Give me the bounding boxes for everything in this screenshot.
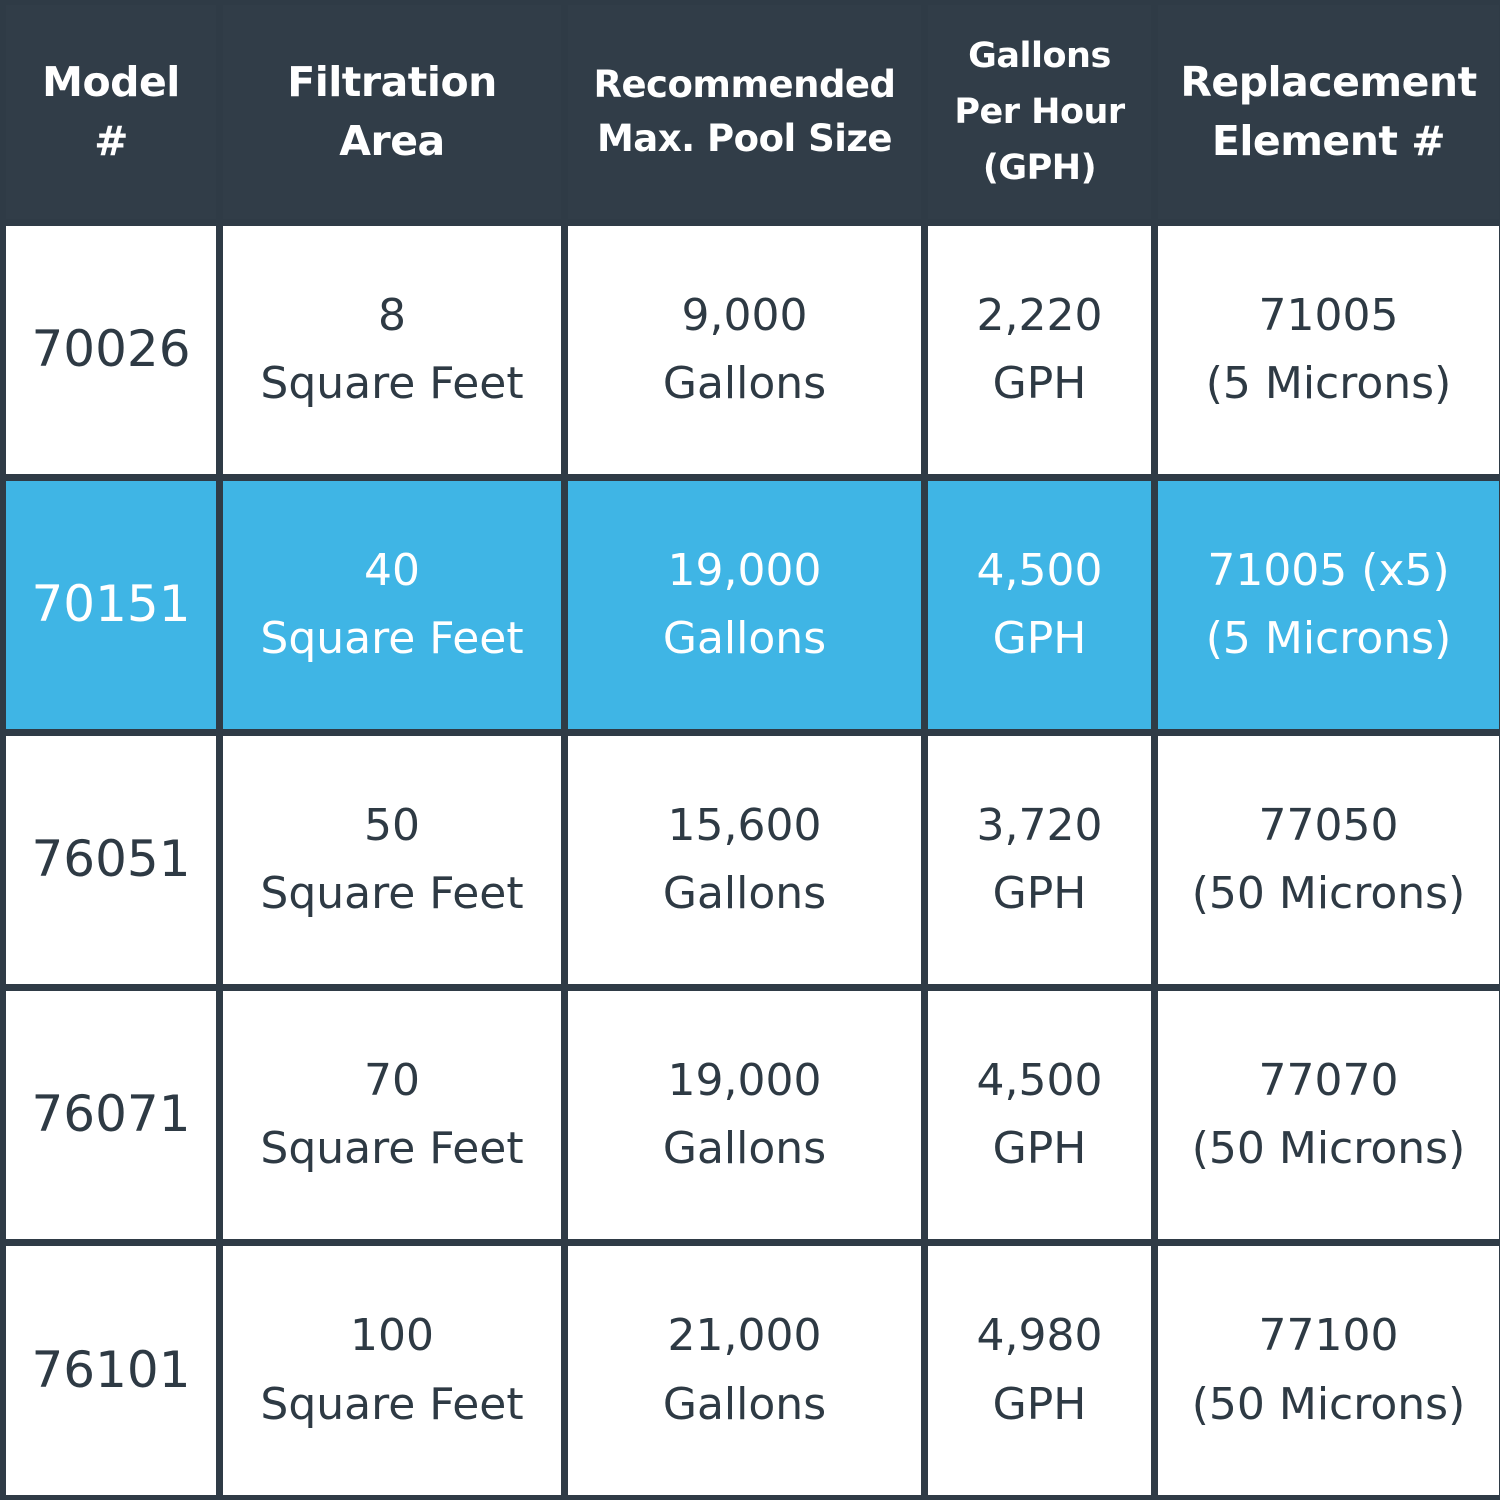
header-gph-line3: (GPH) <box>982 148 1097 188</box>
gph-value: 4,980 <box>976 1310 1103 1362</box>
header-replacement-element: Replacement Element # <box>1158 5 1499 219</box>
element-cell: 71005 (x5) (5 Microns) <box>1158 481 1499 729</box>
header-gph: Gallons Per Hour (GPH) <box>928 5 1151 219</box>
pool-size-cell: 21,000 Gallons <box>568 1246 921 1495</box>
pool-unit: Gallons <box>662 1378 827 1430</box>
gph-unit: GPH <box>992 358 1087 409</box>
pool-size-cell: 15,600 Gallons <box>568 736 921 984</box>
element-note: (50 Microns) <box>1191 1378 1466 1430</box>
gph-unit: GPH <box>992 1123 1087 1174</box>
element-note: (5 Microns) <box>1205 358 1452 409</box>
filtration-area-cell: 100 Square Feet <box>223 1246 561 1495</box>
element-value: 77100 <box>1258 1310 1399 1362</box>
gph-cell: 4,500 GPH <box>928 991 1151 1239</box>
gph-value: 3,720 <box>976 799 1103 851</box>
header-pool-size: Recommended Max. Pool Size <box>568 5 921 219</box>
model-number: 76071 <box>31 1085 191 1144</box>
filtration-area-cell: 50 Square Feet <box>223 736 561 984</box>
element-value: 77050 <box>1258 799 1399 851</box>
pool-size-cell: 19,000 Gallons <box>568 991 921 1239</box>
header-element-line1: Replacement <box>1180 57 1477 106</box>
pool-value: 19,000 <box>667 1054 822 1106</box>
element-note: (50 Microns) <box>1191 868 1466 919</box>
model-cell: 70026 <box>6 226 216 474</box>
element-cell: 77050 (50 Microns) <box>1158 736 1499 984</box>
element-value: 77070 <box>1258 1054 1399 1106</box>
header-gph-line2: Per Hour <box>954 92 1125 132</box>
area-value: 50 <box>364 799 420 851</box>
filtration-area-cell: 70 Square Feet <box>223 991 561 1239</box>
area-value: 100 <box>350 1310 434 1362</box>
header-pool-line2: Max. Pool Size <box>596 117 893 160</box>
area-unit: Square Feet <box>260 613 524 664</box>
model-number: 70151 <box>31 575 191 634</box>
header-filtration-line1: Filtration <box>287 57 497 106</box>
gph-cell: 4,500 GPH <box>928 481 1151 729</box>
area-value: 70 <box>364 1054 420 1106</box>
header-pool-line1: Recommended <box>593 63 896 107</box>
pool-value: 19,000 <box>667 544 822 596</box>
gph-unit: GPH <box>992 1378 1087 1430</box>
header-filtration-line2: Area <box>339 117 445 165</box>
header-model: Model # <box>6 5 216 219</box>
area-unit: Square Feet <box>260 1378 524 1430</box>
model-number: 76101 <box>31 1340 191 1399</box>
element-value: 71005 (x5) <box>1207 544 1450 596</box>
element-value: 71005 <box>1258 289 1399 341</box>
element-cell: 71005 (5 Microns) <box>1158 226 1499 474</box>
pool-unit: Gallons <box>662 358 827 409</box>
pool-unit: Gallons <box>662 613 827 664</box>
pool-unit: Gallons <box>662 1123 827 1174</box>
area-unit: Square Feet <box>260 1123 524 1174</box>
element-cell: 77070 (50 Microns) <box>1158 991 1499 1239</box>
area-value: 40 <box>364 544 420 596</box>
model-cell: 76101 <box>6 1246 216 1495</box>
gph-cell: 4,980 GPH <box>928 1246 1151 1495</box>
element-note: (50 Microns) <box>1191 1123 1466 1174</box>
model-number: 70026 <box>31 320 191 379</box>
filtration-area-cell: 40 Square Feet <box>223 481 561 729</box>
element-note: (5 Microns) <box>1205 613 1452 664</box>
model-cell: 76051 <box>6 736 216 984</box>
model-cell: 70151 <box>6 481 216 729</box>
model-cell: 76071 <box>6 991 216 1239</box>
gph-value: 4,500 <box>976 544 1103 596</box>
pool-value: 9,000 <box>681 289 808 341</box>
pool-size-cell: 19,000 Gallons <box>568 481 921 729</box>
header-model-line1: Model <box>42 57 180 106</box>
pool-value: 21,000 <box>667 1310 822 1362</box>
pool-size-cell: 9,000 Gallons <box>568 226 921 474</box>
filtration-area-cell: 8 Square Feet <box>223 226 561 474</box>
area-unit: Square Feet <box>260 868 524 919</box>
area-unit: Square Feet <box>260 358 524 409</box>
header-filtration-area: Filtration Area <box>223 5 561 219</box>
header-gph-line1: Gallons <box>968 36 1111 76</box>
header-element-line2: Element # <box>1211 117 1446 165</box>
gph-cell: 3,720 GPH <box>928 736 1151 984</box>
header-model-line2: # <box>94 117 128 165</box>
pool-value: 15,600 <box>667 799 822 851</box>
gph-unit: GPH <box>992 613 1087 664</box>
element-cell: 77100 (50 Microns) <box>1158 1246 1499 1495</box>
model-number: 76051 <box>31 830 191 889</box>
pool-unit: Gallons <box>662 868 827 919</box>
gph-cell: 2,220 GPH <box>928 226 1151 474</box>
gph-value: 4,500 <box>976 1054 1103 1106</box>
gph-value: 2,220 <box>976 289 1103 341</box>
area-value: 8 <box>378 289 406 341</box>
gph-unit: GPH <box>992 868 1087 919</box>
